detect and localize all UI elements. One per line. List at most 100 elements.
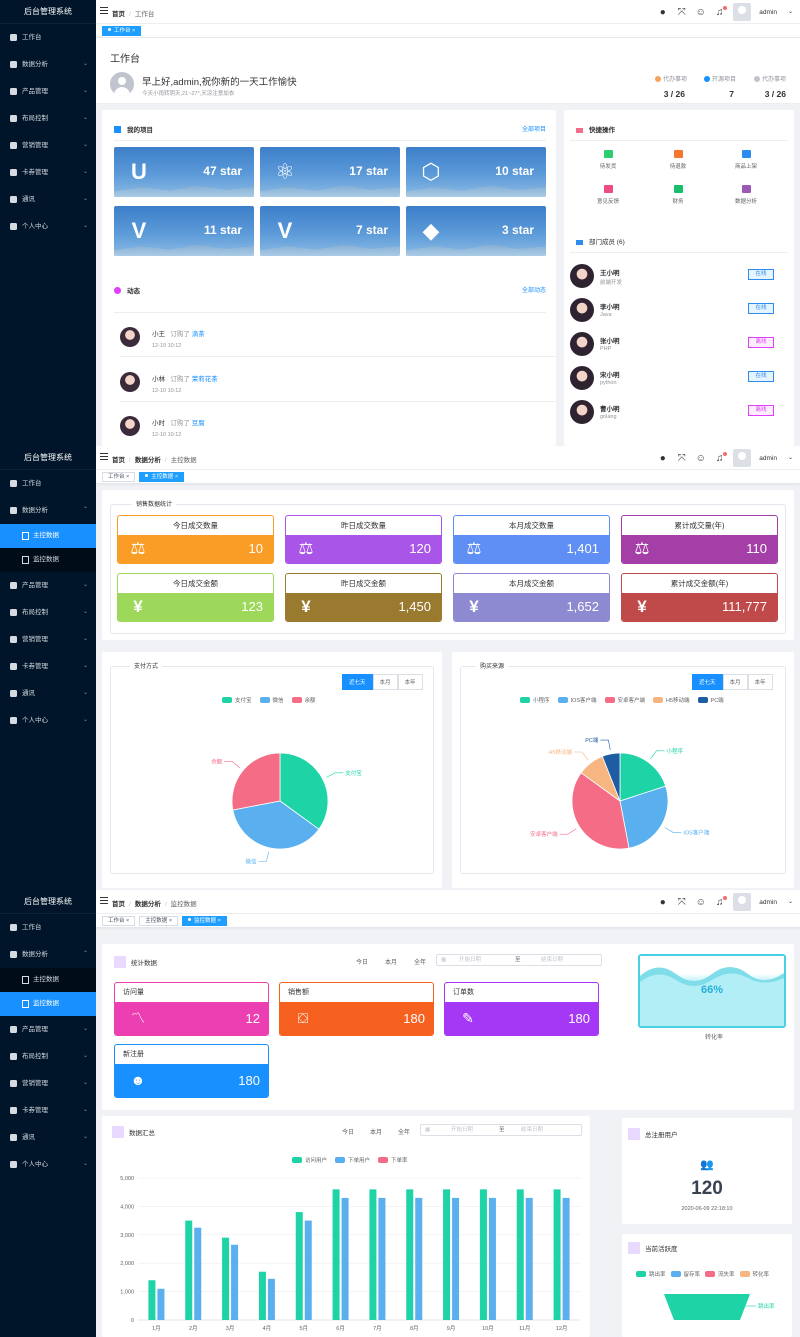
sidebar-item-layout[interactable]: 布局控制 ⌄ [0,105,96,132]
tag-workbench[interactable]: 工作台 × [102,26,142,36]
menu-toggle-icon[interactable] [100,7,108,14]
pie-slice[interactable] [619,785,669,849]
menu-toggle-icon[interactable] [100,453,108,460]
bar[interactable] [341,1197,349,1320]
chevron-down-icon[interactable]: ⌄ [787,898,794,905]
project-card[interactable]: ⬡ 10 star [406,147,546,197]
sidebar-item-workbench[interactable]: 工作台 [0,470,96,497]
project-card[interactable]: V 11 star [114,206,254,256]
legend-item[interactable]: 安卓客户端 [604,696,645,704]
bar[interactable] [488,1197,496,1320]
sidebar-item-analysis[interactable]: 数据分析 ⌃ [0,497,96,524]
tag-workbench[interactable]: 工作台 × [102,472,136,482]
bar[interactable] [479,1189,487,1320]
close-icon[interactable]: × [168,918,173,924]
quick-action[interactable]: 待退款 [648,150,708,170]
bar[interactable] [369,1189,377,1320]
sidebar-item-coupon[interactable]: 卡券管理 ⌄ [0,159,96,186]
sidebar-item-coupon[interactable]: 卡券管理 ⌄ [0,653,96,680]
legend-item[interactable]: 留存率 [670,1270,700,1278]
bar[interactable] [157,1288,165,1320]
legend-item[interactable]: 访问用户 [292,1156,327,1164]
theme-icon[interactable]: ☺ [695,6,706,18]
close-icon[interactable]: × [217,918,221,924]
tag-main-data[interactable]: 主控数据 × [139,916,179,926]
bar[interactable] [231,1244,239,1320]
username[interactable]: admin [759,898,777,906]
bell-icon[interactable]: ♫ [714,5,728,18]
bar[interactable] [553,1189,561,1320]
pie-slice[interactable] [571,772,630,850]
quick-action[interactable]: 待发货 [578,150,638,170]
pie-slice[interactable] [279,752,329,830]
pie-slice[interactable] [601,752,621,802]
bar[interactable] [185,1220,193,1320]
sidebar-item-contact[interactable]: 通讯 ⌄ [0,1124,96,1151]
tag-monitor-data[interactable]: 监控数据 × [182,916,227,926]
bar[interactable] [258,1271,266,1320]
quick-action[interactable]: 财务 [648,185,708,205]
sidebar-item-contact[interactable]: 通讯 ⌄ [0,186,96,213]
legend-item[interactable]: 支付宝 [222,696,252,704]
legend-item[interactable]: 余额 [291,696,316,704]
sidebar-item-analysis[interactable]: 数据分析 ⌃ [0,941,96,968]
legend-item[interactable]: PC端 [697,696,724,704]
filter-year[interactable]: 全年 [398,1130,411,1136]
project-card[interactable]: U 47 star [114,147,254,197]
sidebar-item-product[interactable]: 产品管理 ⌄ [0,78,96,105]
github-icon[interactable]: ● [659,6,666,18]
legend-item[interactable]: H5移动端 [653,696,690,704]
pie-slice[interactable] [231,752,281,811]
legend-item[interactable]: 流失率 [705,1270,735,1278]
sidebar-sub-main-data[interactable]: 主控数据 [0,968,96,992]
bar[interactable] [267,1278,275,1320]
filter-today[interactable]: 今日 [356,960,369,966]
sidebar-item-product[interactable]: 产品管理 ⌄ [0,1016,96,1043]
chevron-down-icon[interactable]: ⌄ [787,454,794,461]
project-card[interactable]: ◆ 3 star [406,206,546,256]
sidebar-item-contact[interactable]: 通讯 ⌄ [0,680,96,707]
fullscreen-icon[interactable]: ⤧ [677,896,686,908]
close-icon[interactable]: × [174,474,179,480]
bar[interactable] [452,1197,460,1320]
date-range-input[interactable]: ▦ 开始日期至结束日期 [436,954,602,966]
bar[interactable] [562,1197,570,1320]
theme-icon[interactable]: ☺ [695,896,706,908]
bar[interactable] [378,1197,386,1320]
username[interactable]: admin [759,454,777,462]
sidebar-item-coupon[interactable]: 卡券管理 ⌄ [0,1097,96,1124]
pie-slice[interactable] [619,752,667,802]
legend-item[interactable]: 下单率 [378,1156,408,1164]
quick-action[interactable]: 商品上架 [716,150,776,170]
bell-icon[interactable]: ♫ [714,895,728,908]
bar[interactable] [406,1189,414,1320]
close-icon[interactable]: × [132,28,136,34]
bar[interactable] [415,1197,423,1320]
legend-item[interactable]: 小程序 [520,696,550,704]
chevron-down-icon[interactable]: ⌄ [787,8,794,15]
dynamic-all-link[interactable]: 全部动态 [521,288,546,294]
avatar[interactable] [733,3,752,21]
fullscreen-icon[interactable]: ⤧ [677,6,686,18]
sidebar-item-marketing[interactable]: 营销管理 ⌄ [0,626,96,653]
github-icon[interactable]: ● [659,896,666,908]
sidebar-item-marketing[interactable]: 营销管理 ⌄ [0,132,96,159]
sidebar-item-layout[interactable]: 布局控制 ⌄ [0,599,96,626]
bar[interactable] [443,1189,451,1320]
filter-month[interactable]: 本月 [385,960,398,966]
bell-icon[interactable]: ♫ [714,451,728,464]
sidebar-sub-monitor-data[interactable]: 监控数据 [0,548,96,572]
project-card[interactable]: ⚛ 17 star [260,147,400,197]
sidebar-item-layout[interactable]: 布局控制 ⌄ [0,1043,96,1070]
close-icon[interactable]: × [126,474,130,480]
quick-action[interactable]: 数据分析 [716,185,776,205]
legend-item[interactable]: IOS客户端 [557,696,597,704]
tag-workbench[interactable]: 工作台 × [102,916,136,926]
quick-action[interactable]: 意见反馈 [578,185,638,205]
legend-item[interactable]: 下单用户 [335,1156,370,1164]
legend-item[interactable]: 转化率 [739,1270,769,1278]
sidebar-item-workbench[interactable]: 工作台 [0,914,96,941]
legend-item[interactable]: 微信 [259,696,284,704]
bar[interactable] [516,1189,524,1320]
